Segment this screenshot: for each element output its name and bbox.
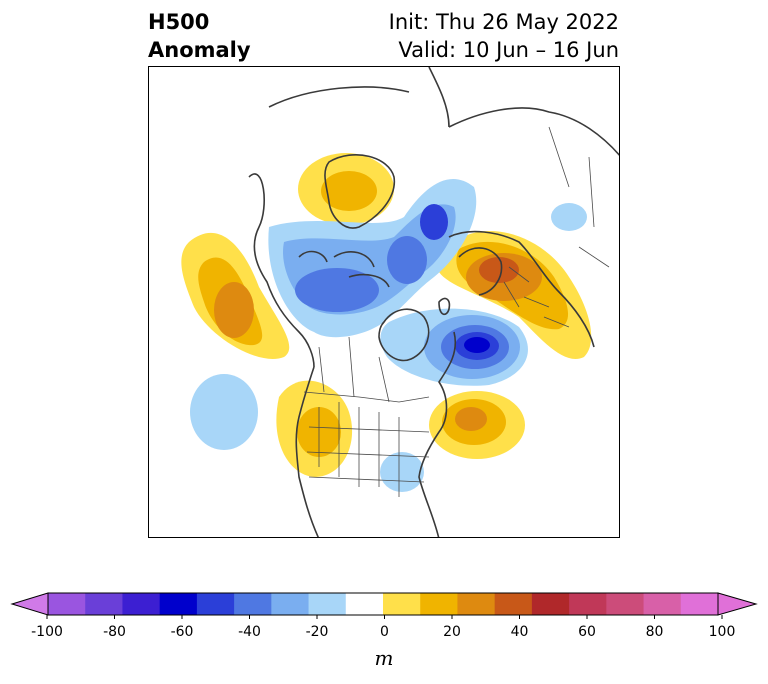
anomaly-siberia-10: [551, 203, 587, 231]
anomaly-map: [181, 67, 619, 537]
colorbar-segment: [234, 593, 272, 615]
coastlines: [248, 67, 619, 537]
colorbar-segment: [345, 593, 384, 615]
border-us-states-2: [306, 426, 430, 483]
colorbar-segment: [569, 593, 607, 615]
coast-asia: [448, 107, 619, 156]
border-asia: [548, 126, 610, 268]
anomaly-arctic-30b: [387, 236, 427, 284]
anomaly-eastus-10: [380, 452, 424, 492]
border-canada-provinces: [318, 336, 390, 403]
positive-anomalies: [181, 153, 592, 477]
colorbar-tick-label: 0: [380, 624, 389, 640]
coast-east-na: [418, 331, 457, 537]
coast-greenland: [324, 154, 396, 229]
colorbar-tick-label: -100: [31, 624, 63, 640]
colorbar-segment: [531, 593, 570, 615]
colorbar-segment: [494, 593, 533, 615]
borders: [303, 126, 610, 497]
colorbar-ticks: -100 -80 -60 -40 -20 0 20 40 60 80 100: [0, 624, 768, 644]
anomaly-greenland-20: [321, 171, 377, 211]
colorbar-segment: [457, 593, 496, 615]
anomaly-atlantic-30: [455, 407, 487, 431]
coast-hudson-bay: [378, 308, 430, 362]
colorbar-tick-label: -60: [170, 624, 194, 640]
colorbar-segment: [85, 593, 123, 615]
colorbar-segment: [196, 593, 235, 615]
colorbar-tick-label: 60: [578, 624, 596, 640]
title-init-date: Init: Thu 26 May 2022: [388, 10, 619, 34]
coast-arctic-rim: [268, 67, 450, 128]
border-us-states-1: [318, 402, 400, 497]
coast-alaska: [248, 173, 315, 368]
title-left: H500 Anomaly: [148, 8, 251, 64]
colorbar-tick-label: 80: [645, 624, 664, 640]
coast-uk: [438, 297, 451, 316]
coast-europe: [448, 230, 595, 348]
colorbar-segment: [643, 593, 682, 615]
border-us-canada: [303, 391, 430, 403]
coast-arctic-islands: [298, 250, 390, 288]
anomaly-arctic-30a: [295, 268, 379, 312]
border-europe: [503, 266, 570, 328]
colorbar-tick-label: 100: [708, 624, 736, 640]
colorbar-extend-max: [717, 592, 758, 616]
colorbar-segment: [271, 593, 310, 615]
colorbar-segment: [680, 593, 719, 615]
colorbar-tick-label: -20: [305, 624, 329, 640]
colorbar-tick-label: 40: [510, 624, 529, 640]
title-field: Anomaly: [148, 38, 251, 62]
anomaly-aleutian-30: [214, 282, 254, 338]
title-right: Init: Thu 26 May 2022 Valid: 10 Jun – 16…: [389, 8, 619, 64]
colorbar-segment: [122, 593, 161, 615]
anomaly-nepacific-10: [190, 374, 258, 450]
colorbar-tick-label: -40: [238, 624, 261, 640]
colorbar-tick-label: 20: [443, 624, 461, 640]
coast-scandinavia: [458, 247, 503, 296]
colorbar-unit-label: m: [374, 646, 394, 670]
coast-west-na: [295, 366, 320, 537]
title-valid-range: Valid: 10 Jun – 16 Jun: [398, 38, 619, 62]
colorbar-segment: [159, 593, 198, 615]
colorbar-extend-min: [10, 592, 49, 616]
map-panel: [148, 66, 620, 538]
anomaly-europe-40: [479, 257, 519, 283]
colorbar-segment: [48, 593, 86, 615]
colorbar: [10, 592, 758, 619]
colorbar-segment: [308, 593, 347, 615]
colorbar-segment: [383, 593, 421, 615]
negative-anomalies: [190, 178, 587, 492]
title-variable: H500: [148, 10, 210, 34]
colorbar-frame: [47, 592, 719, 616]
colorbar-tick-label: -80: [103, 624, 126, 640]
anomaly-arctic-40: [420, 204, 448, 240]
anomaly-hudson-50: [464, 337, 490, 353]
colorbar-segment: [606, 593, 645, 615]
colorbar-segment: [420, 593, 458, 615]
